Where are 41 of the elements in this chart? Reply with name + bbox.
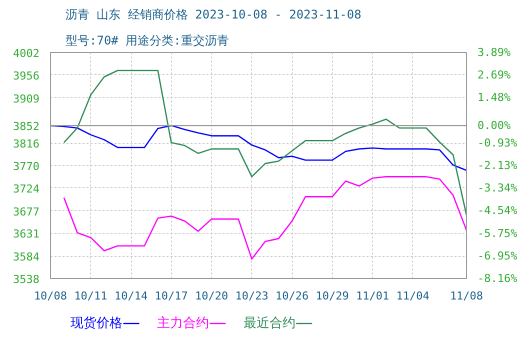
y2-tick-label: 3.89% bbox=[478, 46, 511, 59]
y-tick-label: 3584 bbox=[13, 250, 40, 264]
y2-tick-label: -0.93% bbox=[478, 136, 518, 150]
x-tick-label: 10/29 bbox=[316, 290, 349, 302]
y2-tick-label: -6.95% bbox=[478, 249, 518, 262]
y-tick-label: 3770 bbox=[13, 160, 40, 173]
legend-label: 最近合约 bbox=[243, 316, 296, 331]
y-tick-label: 3816 bbox=[13, 138, 40, 151]
legend-label: 主力合约 bbox=[156, 315, 209, 331]
y2-tick-label: 0.00% bbox=[478, 118, 511, 132]
legend-label: 现货价格 bbox=[70, 316, 122, 331]
y-tick-label: 3631 bbox=[13, 228, 40, 241]
x-tick-label: 10/08 bbox=[34, 290, 68, 302]
y-tick-label: 4002 bbox=[13, 47, 40, 60]
x-tick-label: 10/14 bbox=[114, 290, 148, 302]
line-series bbox=[63, 176, 466, 260]
y-tick-label: 3852 bbox=[13, 120, 40, 134]
x-tick-label: 10/11 bbox=[74, 290, 108, 302]
chart-title: 沥青 山东 经销商价格 2023-10-08 - 2023-11-08 bbox=[66, 8, 362, 22]
y2-tick-label: -8.16% bbox=[478, 272, 518, 285]
y-tick-label: 3909 bbox=[13, 92, 40, 106]
y2-tick-label: 1.48% bbox=[478, 91, 511, 104]
y2-tick-label: 2.69% bbox=[478, 68, 511, 82]
line-series bbox=[63, 70, 466, 216]
x-tick-label: 10/26 bbox=[275, 290, 309, 302]
chart-subtitle: 型号:70# 用途分类:重交沥青 bbox=[66, 34, 229, 48]
y-tick-label: 3724 bbox=[13, 182, 40, 196]
y2-tick-label: -4.54% bbox=[478, 204, 518, 218]
x-tick-label: 10/23 bbox=[235, 290, 268, 302]
x-tick-label: 11/01 bbox=[356, 290, 390, 302]
y-tick-label: 3677 bbox=[13, 205, 40, 218]
y2-tick-label: -2.13% bbox=[478, 158, 518, 172]
y-tick-label: 3538 bbox=[13, 273, 40, 286]
y-tick-label: 3956 bbox=[13, 69, 40, 82]
x-tick-label: 10/17 bbox=[154, 290, 188, 302]
line-series bbox=[50, 124, 466, 172]
y2-tick-label: -5.75% bbox=[478, 226, 518, 240]
x-tick-label: 10/20 bbox=[194, 290, 228, 302]
x-tick-label: 11/08 bbox=[450, 290, 484, 302]
x-tick-label: 11/04 bbox=[396, 290, 430, 302]
y2-tick-label: -3.34% bbox=[478, 182, 518, 195]
